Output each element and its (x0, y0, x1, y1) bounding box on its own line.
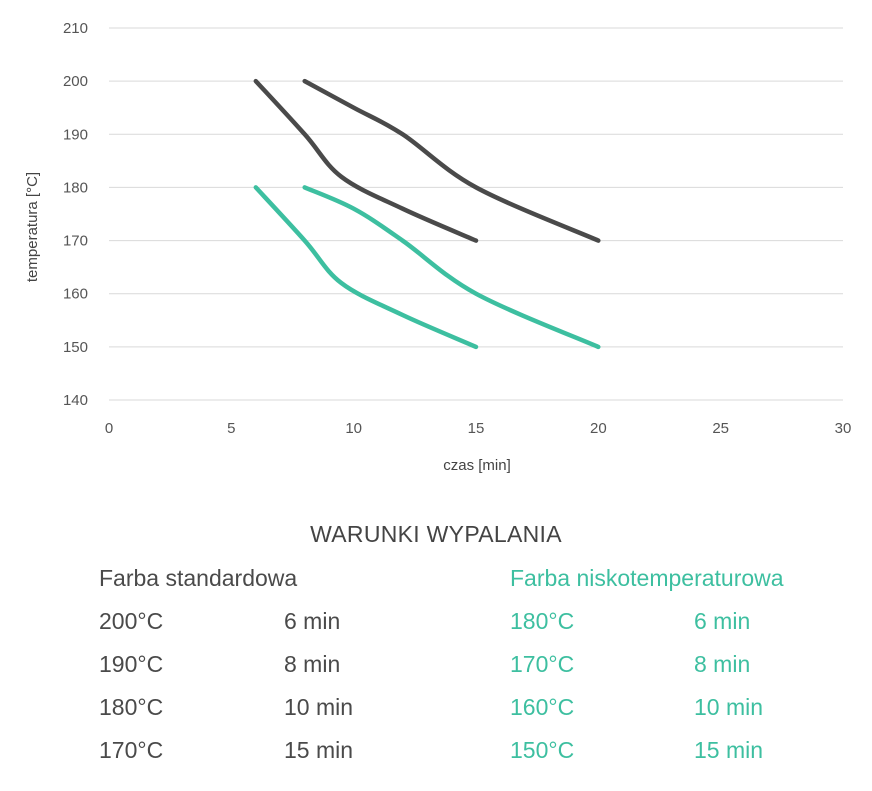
standard-time: 15 min (284, 737, 354, 763)
y-axis-label: temperatura [°C] (24, 172, 41, 282)
lowtemp-time: 8 min (694, 651, 751, 677)
y-tick-label: 200 (63, 73, 88, 90)
conditions-title: WARUNKI WYPALANIA (310, 521, 562, 547)
y-tick-labels: 140 150 160 170 180 190 200 210 (63, 20, 88, 409)
series-line (253, 78, 479, 243)
standard-temp: 200°C (99, 608, 164, 634)
lowtemp-time: 6 min (694, 608, 751, 634)
lowtemp-temp: 180°C (510, 608, 575, 634)
x-tick-label: 30 (835, 420, 852, 437)
standard-temp: 190°C (99, 651, 164, 677)
y-tick-label: 160 (63, 286, 88, 303)
y-tick-label: 150 (63, 339, 88, 356)
x-tick-label: 0 (105, 420, 113, 437)
lowtemp-time: 10 min (694, 694, 764, 720)
standard-time: 8 min (284, 651, 341, 677)
lowtemp-temp: 150°C (510, 737, 575, 763)
y-tick-label: 210 (63, 20, 88, 37)
standard-temp: 170°C (99, 737, 164, 763)
series-lines (253, 78, 601, 350)
y-tick-label: 140 (63, 392, 88, 409)
standard-temp: 180°C (99, 694, 164, 720)
series-line (253, 185, 479, 350)
y-tick-label: 170 (63, 233, 88, 250)
x-tick-label: 15 (468, 420, 485, 437)
x-tick-labels: 0 5 10 15 20 25 30 (105, 420, 852, 437)
x-tick-label: 25 (712, 420, 729, 437)
y-tick-label: 180 (63, 179, 88, 196)
lowtemp-paint-heading: Farba niskotemperaturowa (510, 565, 784, 591)
x-tick-label: 10 (345, 420, 362, 437)
lowtemp-time: 15 min (694, 737, 764, 763)
standard-time: 6 min (284, 608, 341, 634)
x-axis-label: czas [min] (443, 457, 511, 474)
lowtemp-temp: 170°C (510, 651, 575, 677)
chart: 140 150 160 170 180 190 200 210 0 5 10 15 20 25 30 cz… (24, 20, 852, 474)
standard-paint-heading: Farba standardowa (99, 565, 298, 591)
x-tick-label: 20 (590, 420, 607, 437)
y-tick-label: 190 (63, 126, 88, 143)
x-tick-label: 5 (227, 420, 235, 437)
series-line (302, 78, 601, 243)
lowtemp-temp: 160°C (510, 694, 575, 720)
standard-time: 10 min (284, 694, 354, 720)
series-line (302, 185, 601, 350)
